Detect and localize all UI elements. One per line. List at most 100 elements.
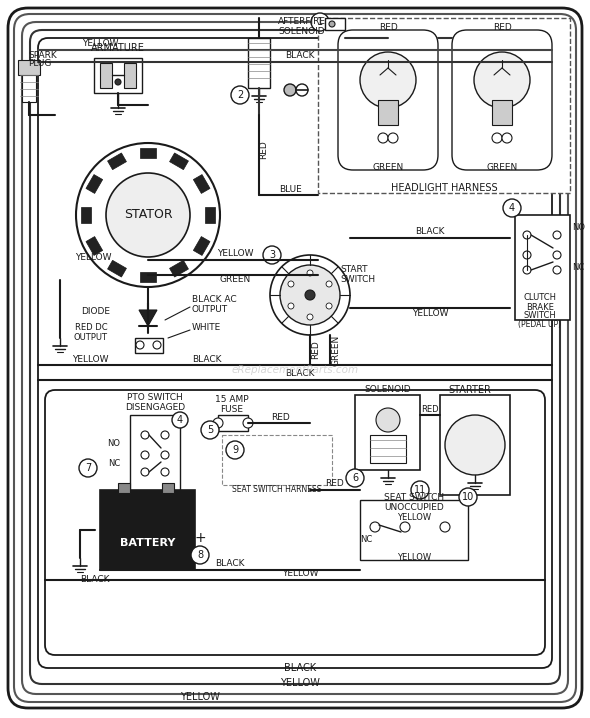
Circle shape (280, 265, 340, 325)
Circle shape (231, 86, 249, 104)
Text: YELLOW: YELLOW (75, 253, 112, 263)
Text: PLUG: PLUG (28, 60, 51, 68)
Circle shape (360, 52, 416, 108)
Text: YELLOW: YELLOW (72, 355, 108, 363)
Bar (135, 338, 163, 353)
Text: 5: 5 (207, 425, 213, 435)
Circle shape (326, 281, 332, 287)
Circle shape (115, 79, 121, 85)
Polygon shape (140, 148, 156, 158)
Text: NO: NO (107, 439, 120, 447)
Bar (248, 38, 270, 88)
Text: CLUTCH: CLUTCH (523, 294, 556, 302)
FancyBboxPatch shape (8, 8, 582, 708)
Text: 11: 11 (414, 485, 426, 495)
Bar (22, 72, 36, 102)
Text: SEAT SWITCH: SEAT SWITCH (384, 493, 444, 501)
Circle shape (523, 266, 531, 274)
Text: GREEN: GREEN (372, 164, 404, 172)
Circle shape (296, 84, 308, 96)
Text: SOLENOID: SOLENOID (278, 27, 324, 35)
Polygon shape (81, 207, 91, 223)
Text: GREEN: GREEN (219, 276, 251, 284)
Text: NC: NC (108, 459, 120, 467)
Circle shape (440, 522, 450, 532)
Text: GREEN: GREEN (332, 335, 340, 365)
Polygon shape (107, 261, 126, 277)
Bar (325, 18, 345, 30)
Text: 10: 10 (462, 492, 474, 502)
Text: 1: 1 (317, 17, 323, 27)
Circle shape (76, 143, 220, 287)
Text: 7: 7 (85, 463, 91, 473)
Circle shape (79, 459, 97, 477)
Text: YELLOW: YELLOW (397, 554, 431, 562)
Circle shape (329, 21, 335, 27)
Text: BRAKE: BRAKE (526, 302, 554, 312)
Text: UNOCCUPIED: UNOCCUPIED (384, 503, 444, 511)
Bar (124, 63, 136, 88)
Text: HEADLIGHT HARNESS: HEADLIGHT HARNESS (391, 183, 497, 193)
Text: DIODE: DIODE (81, 307, 110, 317)
Text: 8: 8 (197, 550, 203, 560)
Text: BATTERY: BATTERY (120, 538, 176, 548)
Bar (100, 490, 195, 570)
Text: NC: NC (572, 264, 584, 273)
Circle shape (376, 408, 400, 432)
Circle shape (201, 421, 219, 439)
Text: 4: 4 (509, 203, 515, 213)
Circle shape (346, 469, 364, 487)
Circle shape (106, 173, 190, 257)
Text: RED: RED (493, 24, 512, 32)
Text: STARTER: STARTER (448, 385, 491, 395)
Text: RED: RED (260, 141, 268, 159)
Bar (130, 415, 180, 495)
Text: SPARK: SPARK (28, 50, 57, 60)
Text: YELLOW: YELLOW (217, 249, 253, 258)
Bar (492, 100, 512, 125)
Text: RED: RED (271, 413, 289, 421)
Text: NC: NC (360, 536, 372, 544)
Text: BLACK: BLACK (215, 559, 245, 569)
Circle shape (370, 522, 380, 532)
Circle shape (191, 546, 209, 564)
Circle shape (270, 255, 350, 335)
Text: ARMATURE: ARMATURE (91, 43, 145, 53)
Circle shape (161, 451, 169, 459)
Text: BLACK AC: BLACK AC (192, 296, 237, 304)
Text: eReplacementParts.com: eReplacementParts.com (231, 365, 359, 375)
Text: YELLOW: YELLOW (180, 692, 220, 702)
Text: YELLOW: YELLOW (280, 678, 320, 688)
Circle shape (400, 522, 410, 532)
Text: BLACK: BLACK (285, 370, 314, 378)
Text: BLACK: BLACK (284, 663, 316, 673)
Bar (355, 395, 420, 470)
Text: OUTPUT: OUTPUT (74, 332, 108, 342)
Text: 3: 3 (269, 250, 275, 260)
Bar (100, 63, 112, 88)
Circle shape (161, 431, 169, 439)
Bar (222, 435, 332, 485)
Circle shape (445, 415, 505, 475)
Circle shape (141, 468, 149, 476)
Circle shape (388, 133, 398, 143)
Text: BLACK: BLACK (285, 52, 314, 60)
Bar (162, 483, 174, 493)
Circle shape (378, 133, 388, 143)
Circle shape (411, 481, 429, 499)
Text: AFTERFIRE: AFTERFIRE (278, 17, 326, 27)
Bar (515, 215, 570, 320)
Polygon shape (194, 236, 210, 256)
Text: SWITCH: SWITCH (524, 312, 556, 320)
Text: RED DC: RED DC (76, 324, 108, 332)
Bar (318, 18, 570, 193)
Polygon shape (205, 207, 215, 223)
Circle shape (288, 281, 294, 287)
Circle shape (141, 451, 149, 459)
Text: DISENGAGED: DISENGAGED (125, 404, 185, 413)
Circle shape (263, 246, 281, 264)
Text: YELLOW: YELLOW (282, 569, 318, 579)
Circle shape (474, 52, 530, 108)
Circle shape (553, 266, 561, 274)
Polygon shape (140, 272, 156, 282)
